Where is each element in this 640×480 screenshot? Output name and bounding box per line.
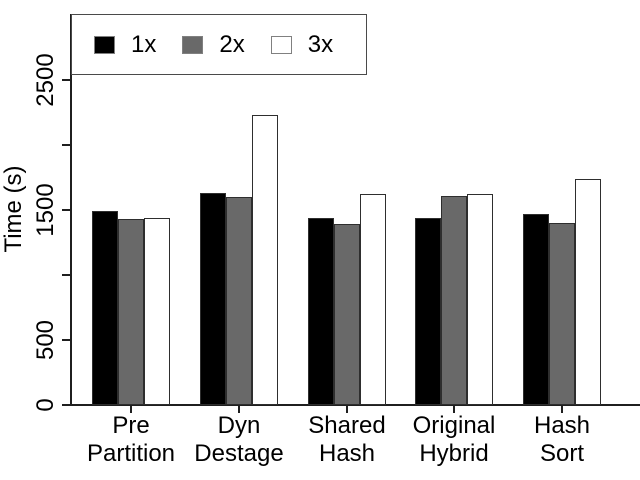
y-tick [62, 339, 70, 341]
y-tick [62, 274, 70, 276]
x-category-label-line: Hash [533, 412, 591, 439]
bar-3x-pre-partition [144, 218, 170, 405]
bar-2x-pre-partition [118, 219, 144, 405]
x-category-label: Shared Hash [277, 412, 417, 468]
legend-swatch-3x [270, 35, 292, 54]
y-tick-label: 0 [32, 398, 59, 412]
x-category-label-line: Dyn [217, 412, 261, 439]
legend-label-2x: 2x [219, 30, 245, 58]
legend-item-2x: 2x [182, 30, 245, 59]
legend-label-3x: 3x [307, 30, 334, 58]
x-category-label: Dyn Destage [169, 412, 309, 468]
x-category-label: Original Hybrid [384, 412, 524, 468]
y-tick-label: 1500 [32, 183, 59, 237]
x-category-label-line: Partition [86, 440, 176, 467]
y-tick [62, 79, 70, 81]
bar-3x-dyn-destage [252, 115, 278, 405]
x-axis [70, 404, 640, 406]
bar-1x-hash-sort [523, 214, 549, 405]
x-category-label-line: Hash [318, 440, 376, 467]
x-tick [453, 406, 455, 413]
x-category-label: Pre Partition [61, 412, 201, 468]
x-category-label-line: Hybrid [419, 440, 489, 467]
bar-2x-dyn-destage [226, 197, 252, 405]
legend-label-1x: 1x [131, 30, 157, 58]
x-category-label-line: Pre [112, 412, 150, 439]
bar-3x-shared-hash [360, 194, 386, 405]
x-category-label: Hash Sort [492, 412, 632, 468]
legend-item-3x: 3x [270, 30, 334, 59]
bar-1x-shared-hash [308, 218, 334, 405]
y-axis-label: Time (s) [0, 165, 27, 253]
y-axis [70, 14, 72, 406]
legend-swatch-1x [94, 35, 115, 54]
y-tick [62, 404, 70, 406]
x-category-label-line: Sort [539, 440, 584, 467]
legend: 1x 2x 3x [71, 14, 367, 75]
x-category-label-line: Shared [308, 412, 386, 439]
x-tick [561, 406, 563, 413]
bar-2x-shared-hash [334, 224, 360, 405]
bar-2x-original-hybrid [441, 196, 467, 405]
legend-item-1x: 1x [94, 31, 156, 59]
y-tick-label: 2500 [32, 53, 59, 107]
bar-1x-original-hybrid [415, 218, 441, 405]
y-tick-label: 500 [32, 319, 59, 361]
x-tick [346, 406, 348, 413]
x-category-label-line: Original [412, 412, 496, 439]
bar-1x-dyn-destage [200, 193, 226, 405]
bar-2x-hash-sort [549, 223, 575, 405]
bar-3x-hash-sort [575, 179, 601, 405]
x-tick [130, 406, 132, 413]
legend-swatch-2x [182, 35, 204, 54]
y-tick [62, 209, 70, 211]
x-category-label-line: Destage [194, 440, 284, 467]
bar-3x-original-hybrid [467, 194, 493, 405]
bar-1x-pre-partition [92, 211, 118, 405]
x-tick [238, 406, 240, 413]
y-tick [62, 144, 70, 146]
